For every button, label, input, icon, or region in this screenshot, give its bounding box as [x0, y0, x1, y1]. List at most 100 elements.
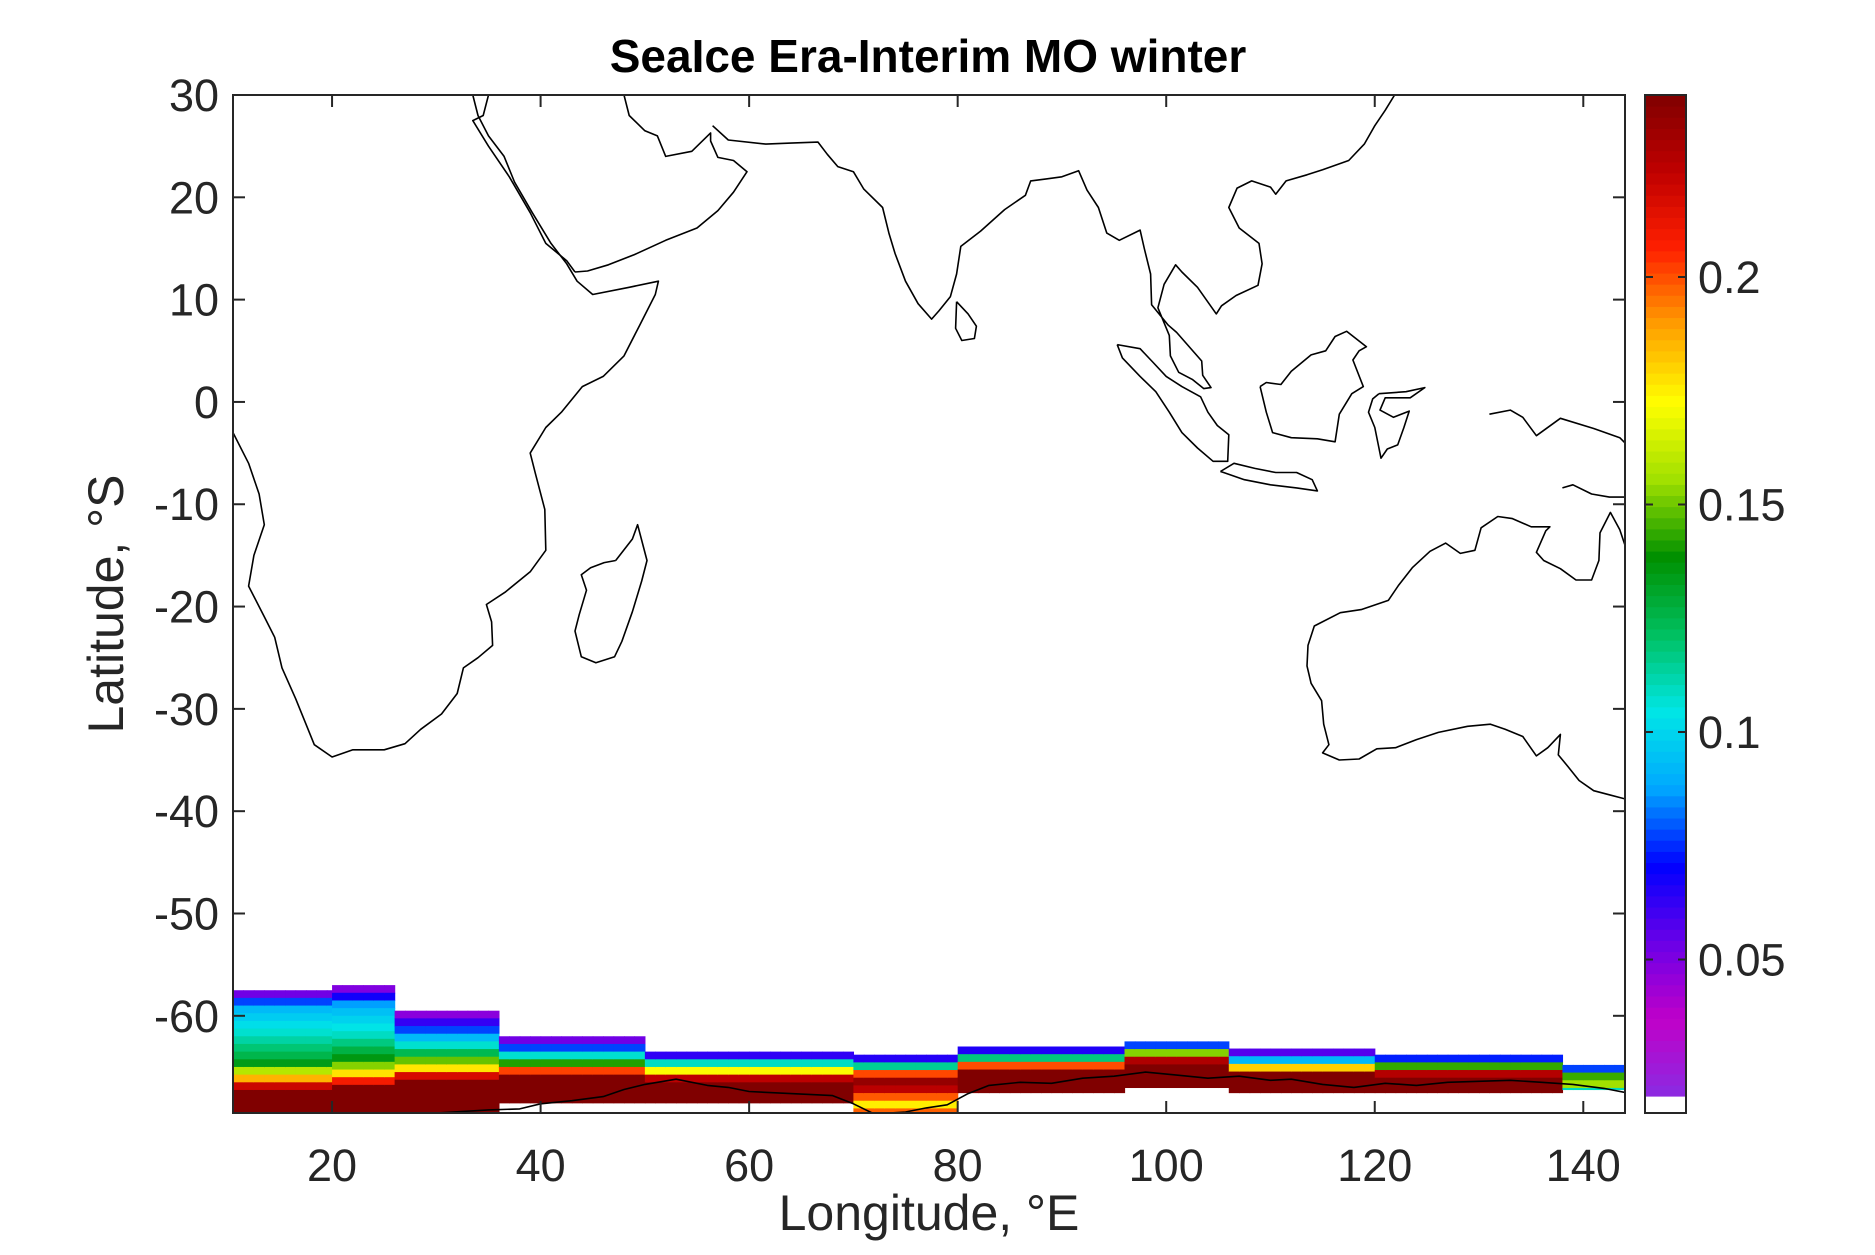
heatmap-cell: [592, 1036, 604, 1045]
heatmap-cell: [1280, 1086, 1292, 1094]
heatmap-cell: [832, 1097, 844, 1104]
heatmap-cell: [749, 1051, 761, 1060]
heatmap-cell: [352, 992, 364, 1002]
heatmap-cell: [1489, 1070, 1501, 1079]
heatmap-cell: [425, 1018, 437, 1027]
heatmap-cell: [1520, 1070, 1532, 1079]
heatmap-cell: [1353, 1048, 1365, 1057]
heatmap-cell: [352, 1107, 364, 1113]
heatmap-cell: [384, 1031, 396, 1040]
heatmap-cell: [624, 1089, 636, 1099]
heatmap-cell: [285, 1005, 297, 1014]
heatmap-cell: [749, 1066, 761, 1076]
heatmap-cell: [999, 1069, 1011, 1078]
heatmap-cell: [561, 1036, 573, 1045]
heatmap-cell: [1562, 1087, 1574, 1091]
heatmap-cell: [895, 1085, 907, 1094]
coastline: [574, 523, 648, 664]
heatmap-cell: [978, 1054, 990, 1063]
heatmap-cell: [342, 1084, 354, 1094]
heatmap-cell: [478, 1018, 490, 1027]
heatmap-cell: [342, 1015, 354, 1025]
heatmap-cell: [274, 1043, 286, 1053]
heatmap-cell: [915, 1070, 927, 1079]
heatmap-cell: [436, 1072, 448, 1081]
x-axis: 20 40 60 80 100 120 140: [307, 95, 1621, 1191]
colorbar-segment: [1645, 639, 1686, 652]
heatmap-cell: [957, 1061, 969, 1071]
colorbar-segment: [1645, 918, 1686, 930]
colorbar-segment: [1645, 940, 1686, 953]
heatmap-cell: [1166, 1064, 1178, 1073]
heatmap-cell: [1124, 1079, 1136, 1089]
heatmap-cell: [957, 1046, 969, 1055]
colorbar-segment: [1645, 717, 1686, 730]
heatmap-cell: [978, 1084, 990, 1094]
heatmap-cell: [1124, 1064, 1136, 1073]
heatmap-cell: [264, 990, 276, 999]
heatmap-cell: [571, 1089, 583, 1099]
heatmap-cell: [634, 1082, 646, 1091]
heatmap-cell: [436, 1026, 448, 1035]
heatmap-cell: [551, 1036, 563, 1045]
y-axis-title: Latitude, °S: [78, 474, 134, 733]
heatmap-cell: [884, 1054, 896, 1063]
heatmap-cell: [707, 1059, 719, 1068]
heatmap-cell: [1041, 1077, 1053, 1086]
heatmap-cell: [457, 1049, 469, 1058]
heatmap-cell: [874, 1062, 886, 1071]
y-tick-label: 10: [169, 275, 219, 326]
heatmap-cell: [488, 1087, 500, 1096]
heatmap-cell: [478, 1049, 490, 1058]
heatmap-cell: [1353, 1079, 1365, 1088]
heatmap-cell: [467, 1010, 479, 1019]
heatmap-cell: [285, 997, 297, 1007]
heatmap-cell: [822, 1082, 834, 1091]
heatmap-cell: [915, 1054, 927, 1063]
heatmap-cell: [1145, 1064, 1157, 1073]
heatmap-cell: [676, 1082, 688, 1091]
heatmap-cell: [295, 1028, 307, 1037]
heatmap-cell: [603, 1036, 615, 1045]
heatmap-cell: [1531, 1054, 1543, 1063]
heatmap-cell: [446, 1072, 458, 1081]
heatmap-cell: [884, 1062, 896, 1071]
heatmap-cell: [243, 1097, 255, 1106]
sea-ice-band: [1124, 1041, 1230, 1089]
colorbar-segment: [1645, 951, 1686, 964]
colorbar-segment: [1645, 395, 1686, 408]
heatmap-cell: [884, 1108, 896, 1113]
heatmap-cell: [467, 1033, 479, 1042]
heatmap-cell: [467, 1026, 479, 1035]
colorbar-segment: [1645, 417, 1686, 430]
heatmap-cell: [707, 1051, 719, 1060]
heatmap-cell: [509, 1043, 521, 1053]
heatmap-cell: [1364, 1063, 1376, 1073]
heatmap-cell: [1249, 1071, 1261, 1080]
heatmap-cell: [384, 1008, 396, 1017]
heatmap-cell: [394, 1110, 406, 1113]
heatmap-cell: [305, 1028, 318, 1037]
heatmap-cell: [697, 1097, 709, 1104]
heatmap-cell: [1166, 1041, 1178, 1050]
heatmap-cell: [895, 1077, 907, 1086]
heatmap-cell: [446, 1095, 458, 1104]
heatmap-cell: [332, 1100, 344, 1109]
plot-frame: [232, 94, 1626, 1114]
heatmap-cell: [243, 1066, 255, 1076]
heatmap-cell: [405, 1049, 417, 1058]
heatmap-cell: [295, 1043, 307, 1053]
colorbar-segment: [1645, 762, 1686, 775]
colorbar-segment: [1645, 217, 1686, 230]
heatmap-cell: [384, 1107, 396, 1113]
heatmap-cell: [253, 1059, 265, 1068]
heatmap-cell: [1041, 1054, 1053, 1063]
heatmap-cell: [305, 1043, 318, 1053]
heatmap-cell: [316, 997, 328, 1007]
heatmap-cell: [738, 1089, 750, 1099]
heatmap-cell: [1322, 1048, 1334, 1057]
heatmap-cell: [373, 1031, 385, 1040]
heatmap-cell: [436, 1018, 448, 1027]
heatmap-cell: [295, 1066, 307, 1076]
heatmap-cell: [1051, 1061, 1063, 1071]
